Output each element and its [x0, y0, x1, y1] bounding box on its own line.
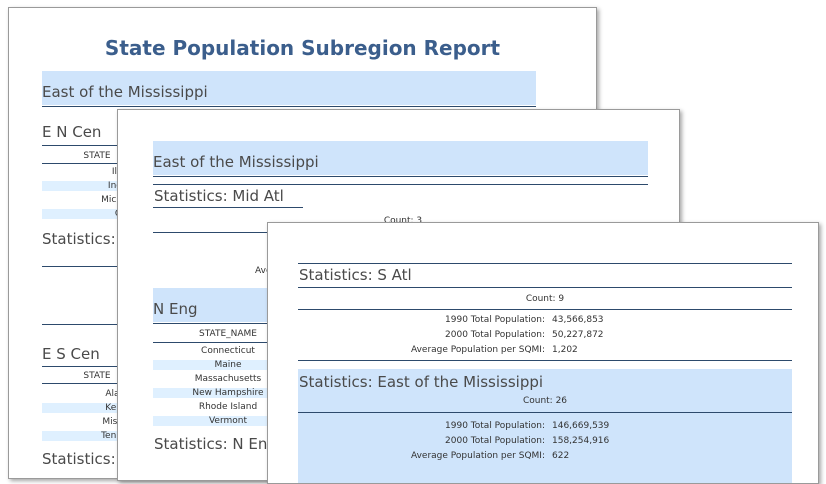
table-row: Tenn	[42, 431, 122, 441]
column-header: STATE_NAME	[199, 329, 257, 339]
stats-heading: Statistics: N En	[154, 435, 268, 453]
stats-heading: Statistics: Mid Atl	[154, 187, 284, 205]
table-row: Mich	[101, 195, 122, 205]
divider	[42, 163, 122, 164]
stat-value: 50,227,872	[552, 330, 604, 340]
count-label: Count: 3	[383, 216, 423, 226]
stats-heading: Statistics:	[42, 230, 116, 248]
divider	[42, 266, 122, 267]
divider	[153, 232, 303, 233]
table-row: Rhode Island	[198, 402, 258, 412]
stat-value: 158,254,916	[552, 436, 610, 446]
column-header: STATE	[83, 371, 111, 381]
region-band: East of the Mississippi	[153, 141, 648, 175]
divider	[42, 366, 122, 367]
stat-label: 2000 Total Population:	[445, 330, 545, 340]
region-band: East of the Mississippi	[42, 71, 536, 105]
table-row: Ind	[42, 181, 122, 191]
stats-heading: Statistics:	[42, 450, 116, 468]
stat-row: Average Population per SQMI: 622	[298, 451, 792, 463]
table-row: Ken	[42, 403, 122, 413]
report-title: State Population Subregion Report	[104, 36, 501, 60]
divider	[298, 263, 792, 264]
divider	[298, 287, 792, 288]
stat-value: 146,669,539	[552, 421, 610, 431]
table-row: O	[42, 209, 122, 219]
average-label: Ave	[255, 266, 272, 276]
table-row: Maine	[153, 360, 303, 370]
table-row: Illi	[42, 167, 122, 177]
stat-row: 1990 Total Population: 43,566,853	[298, 315, 792, 327]
stats-heading: Statistics: S Atl	[299, 266, 412, 284]
divider	[153, 176, 648, 177]
stat-value: 622	[552, 451, 570, 461]
divider	[153, 184, 648, 185]
table-row: Vermont	[153, 416, 303, 426]
stat-label: 1990 Total Population:	[445, 315, 545, 325]
count-label: Count: 9	[525, 294, 565, 304]
subregion-heading: E N Cen	[42, 123, 102, 141]
stat-value: 43,566,853	[552, 315, 604, 325]
stat-row: Average Population per SQMI: 1,202	[298, 345, 792, 357]
region-heading: East of the Mississippi	[42, 83, 208, 101]
stat-label: Average Population per SQMI:	[410, 345, 545, 355]
stat-label: 2000 Total Population:	[445, 436, 545, 446]
table-row: Miss	[102, 417, 122, 427]
region-stats-heading: Statistics: East of the Mississippi	[299, 373, 544, 391]
region-count-label: Count: 26	[522, 396, 568, 406]
divider	[153, 323, 268, 324]
divider	[298, 412, 792, 413]
subregion-band: N Eng	[153, 288, 268, 322]
stat-row: 2000 Total Population: 50,227,872	[298, 330, 792, 342]
stat-label: Average Population per SQMI:	[410, 451, 545, 461]
table-row: Connecticut	[201, 346, 255, 356]
divider	[153, 207, 303, 208]
table-row: Alal	[105, 389, 122, 399]
divider	[298, 360, 792, 361]
divider	[42, 324, 122, 325]
divider	[153, 342, 268, 343]
stat-row: 1990 Total Population: 146,669,539	[298, 421, 792, 433]
column-header: STATE	[83, 151, 111, 161]
subregion-heading: E S Cen	[42, 345, 100, 363]
divider	[42, 145, 122, 146]
stat-row: 2000 Total Population: 158,254,916	[298, 436, 792, 448]
divider	[42, 383, 122, 384]
subregion-heading: N Eng	[153, 300, 198, 318]
stat-label: 1990 Total Population:	[445, 421, 545, 431]
table-row: New Hampshire	[153, 388, 303, 398]
region-heading: East of the Mississippi	[153, 153, 319, 171]
divider	[298, 309, 792, 310]
region-stats-band: Statistics: East of the Mississippi Coun…	[298, 369, 792, 483]
report-page-3: Statistics: S Atl Count: 9 1990 Total Po…	[267, 222, 819, 484]
table-row: Massachusetts	[194, 374, 262, 384]
divider	[42, 106, 536, 107]
stat-value: 1,202	[552, 345, 578, 355]
